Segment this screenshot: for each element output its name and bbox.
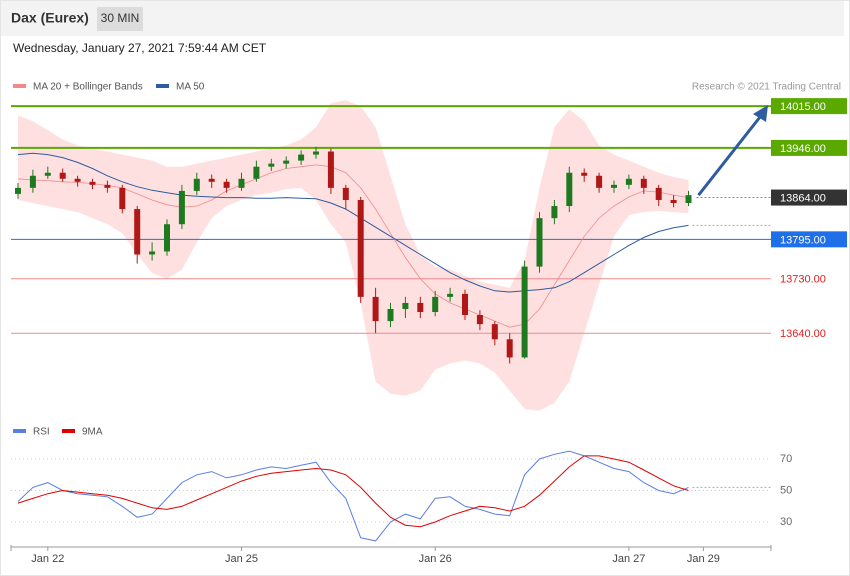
candle-body [44, 172, 51, 176]
candle-body [432, 296, 439, 313]
legend-swatch [156, 84, 169, 88]
y-tick-label: 30 [780, 516, 792, 528]
candle-body [134, 209, 141, 255]
candle-body [462, 293, 468, 316]
x-tick-label: Jan 22 [31, 553, 64, 565]
x-tick-label: Jan 26 [419, 553, 452, 565]
credit: Research © 2021 Trading Central [692, 82, 841, 93]
rsi-line [17, 455, 689, 528]
timestamp: Wednesday, January 27, 2021 7:59:44 AM C… [13, 41, 267, 55]
rsi-panel: 70 50 30 RSI 9MA Jan 22 Jan 25 Jan 26 Jan 27 Jan … [10, 427, 792, 565]
candle-body [536, 218, 543, 267]
candle-body [178, 190, 185, 225]
candle-body [566, 172, 573, 207]
candle-body [15, 187, 21, 194]
price-panel: 14015.00 13946.00 13864.00 13795.00 13730.00… [11, 82, 847, 411]
candle-body [327, 151, 334, 188]
legend-label: RSI [33, 427, 50, 438]
candle-body [238, 178, 245, 188]
level-badge [771, 231, 847, 248]
x-tick-label: Jan 29 [687, 553, 720, 565]
level-label: 13730.00 [780, 274, 826, 286]
level-label: 14015.00 [780, 101, 826, 113]
candle-body [625, 178, 632, 185]
candle-body [342, 187, 349, 200]
candle-body [476, 315, 483, 325]
candle-body [313, 151, 319, 155]
x-tick-label: Jan 27 [612, 553, 645, 565]
rsi-line [17, 450, 689, 542]
level-label: 13946.00 [780, 143, 826, 155]
candle-body [447, 293, 454, 297]
candle-body [506, 339, 513, 358]
legend-swatch [13, 84, 26, 88]
legend-swatch [13, 429, 26, 433]
candle-body [164, 224, 170, 252]
candle-body [596, 175, 603, 188]
candle-body [193, 178, 200, 191]
legend-swatch [62, 429, 75, 433]
candle-body [551, 206, 558, 219]
candle-body [357, 199, 364, 297]
candle-body [253, 166, 260, 179]
candle-body [74, 178, 81, 182]
legend-label: MA 20 + Bollinger Bands [33, 82, 143, 93]
candle-body [149, 251, 156, 255]
legend-label: MA 50 [176, 82, 205, 93]
level-badge [771, 139, 847, 156]
candle-body [223, 181, 230, 188]
level-badge [771, 189, 847, 206]
level-label: 13640.00 [780, 328, 826, 340]
candle-body [59, 172, 66, 179]
candle-body [521, 266, 528, 358]
level-label: 13795.00 [780, 234, 826, 246]
candle-body [611, 184, 617, 188]
candle-body [104, 184, 111, 188]
level-label: 13864.00 [780, 192, 826, 204]
level-badge [771, 98, 847, 115]
candle-body [372, 296, 379, 322]
y-tick-label: 50 [780, 484, 792, 496]
interval-button[interactable] [97, 7, 143, 31]
candle-body [268, 163, 275, 167]
candle-body [283, 160, 290, 164]
ma-line [17, 152, 689, 293]
candle-body [387, 308, 394, 322]
ma-line [17, 164, 689, 328]
candle-body [402, 302, 409, 309]
target-arrow [697, 116, 762, 197]
candle-body [208, 178, 215, 182]
candle-body [417, 302, 424, 313]
candle-body [119, 187, 126, 210]
y-tick-label: 70 [780, 453, 792, 465]
header-title: Dax (Eurex) [11, 10, 89, 26]
candle-body [29, 175, 36, 188]
legend-label: 9MA [82, 427, 103, 438]
target-arrow-head [753, 105, 768, 122]
candle-body [89, 181, 96, 185]
candle-body [581, 172, 588, 176]
candle-body [655, 187, 662, 200]
candle-body [298, 154, 305, 161]
candle-body [640, 178, 647, 188]
candle-body [685, 195, 692, 204]
candle-body [670, 199, 677, 204]
x-tick-label: Jan 25 [225, 553, 258, 565]
candle-body [491, 324, 498, 340]
interval-label[interactable]: 30 MIN [101, 11, 140, 25]
